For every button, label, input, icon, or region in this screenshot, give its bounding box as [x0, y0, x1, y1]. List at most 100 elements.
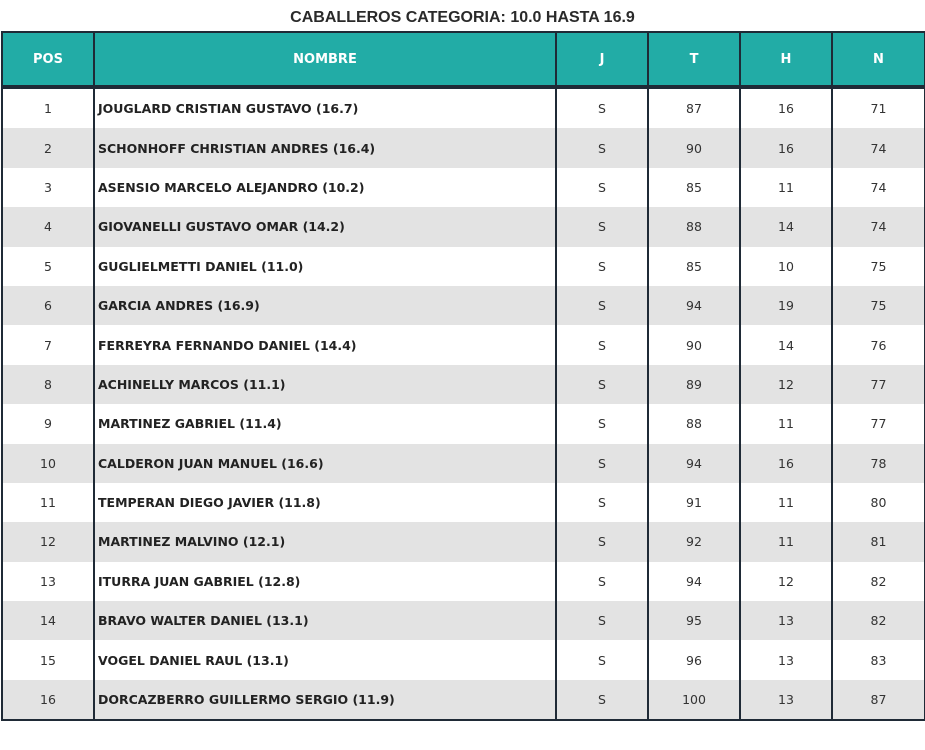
cell-j: S [555, 522, 649, 562]
cell-n: 87 [831, 679, 925, 722]
table-row: 1 JOUGLARD CRISTIAN GUSTAVO (16.7) S 87 16 71 [1, 87, 925, 129]
cell-n: 77 [831, 404, 925, 444]
cell-h: 16 [739, 87, 833, 129]
cell-h: 11 [739, 167, 833, 208]
cell-nombre: CALDERON JUAN MANUEL (16.6) [93, 443, 557, 483]
column-header-t: T [647, 31, 741, 89]
table-row: 12 MARTINEZ MALVINO (12.1) S 92 11 81 [1, 522, 925, 562]
cell-h: 14 [739, 207, 833, 247]
cell-n: 83 [831, 640, 925, 680]
table-header: POS NOMBRE J T H N [1, 31, 925, 89]
cell-n: 77 [831, 364, 925, 405]
cell-n: 76 [831, 325, 925, 365]
cell-pos: 3 [1, 167, 95, 208]
table-row: 10 CALDERON JUAN MANUEL (16.6) S 94 16 78 [1, 443, 925, 483]
cell-nombre: GIOVANELLI GUSTAVO OMAR (14.2) [93, 207, 557, 247]
cell-pos: 4 [1, 207, 95, 247]
cell-t: 96 [647, 640, 741, 680]
cell-j: S [555, 285, 649, 326]
cell-j: S [555, 601, 649, 641]
table-row: 16 DORCAZBERRO GUILLERMO SERGIO (11.9) S 10… [1, 679, 925, 722]
cell-nombre: ACHINELLY MARCOS (11.1) [93, 364, 557, 405]
table-row: 11 TEMPERAN DIEGO JAVIER (11.8) S 91 11 80 [1, 482, 925, 523]
cell-pos: 16 [1, 679, 95, 722]
cell-j: S [555, 364, 649, 405]
page-title: CABALLEROS CATEGORIA: 10.0 HASTA 16.9 [290, 9, 635, 26]
cell-t: 88 [647, 404, 741, 444]
cell-n: 75 [831, 285, 925, 326]
cell-t: 90 [647, 128, 741, 168]
cell-j: S [555, 679, 649, 722]
cell-j: S [555, 128, 649, 168]
cell-nombre: GARCIA ANDRES (16.9) [93, 285, 557, 326]
cell-n: 80 [831, 482, 925, 523]
cell-pos: 15 [1, 640, 95, 680]
cell-n: 82 [831, 561, 925, 602]
cell-h: 11 [739, 522, 833, 562]
cell-j: S [555, 482, 649, 523]
cell-nombre: BRAVO WALTER DANIEL (13.1) [93, 601, 557, 641]
cell-n: 74 [831, 128, 925, 168]
cell-pos: 10 [1, 443, 95, 483]
cell-nombre: ITURRA JUAN GABRIEL (12.8) [93, 561, 557, 602]
cell-nombre: MARTINEZ GABRIEL (11.4) [93, 404, 557, 444]
table-row: 13 ITURRA JUAN GABRIEL (12.8) S 94 12 82 [1, 561, 925, 602]
cell-h: 10 [739, 246, 833, 286]
cell-h: 11 [739, 482, 833, 523]
cell-t: 94 [647, 443, 741, 483]
column-header-pos: POS [1, 31, 95, 89]
cell-pos: 13 [1, 561, 95, 602]
cell-h: 16 [739, 443, 833, 483]
table-row: 6 GARCIA ANDRES (16.9) S 94 19 75 [1, 285, 925, 326]
cell-j: S [555, 167, 649, 208]
cell-n: 74 [831, 207, 925, 247]
cell-pos: 5 [1, 246, 95, 286]
cell-pos: 6 [1, 285, 95, 326]
column-header-nombre: NOMBRE [93, 31, 557, 89]
cell-h: 19 [739, 285, 833, 326]
cell-j: S [555, 246, 649, 286]
cell-j: S [555, 325, 649, 365]
cell-t: 85 [647, 167, 741, 208]
cell-n: 81 [831, 522, 925, 562]
cell-j: S [555, 87, 649, 129]
table-row: 3 ASENSIO MARCELO ALEJANDRO (10.2) S 85 11 74 [1, 167, 925, 208]
table-row: 4 GIOVANELLI GUSTAVO OMAR (14.2) S 88 14 74 [1, 207, 925, 247]
table-row: 14 BRAVO WALTER DANIEL (13.1) S 95 13 82 [1, 601, 925, 641]
cell-t: 87 [647, 87, 741, 129]
cell-nombre: FERREYRA FERNANDO DANIEL (14.4) [93, 325, 557, 365]
cell-t: 91 [647, 482, 741, 523]
results-table: POS NOMBRE J T H N 1 JOUGLARD CRISTIAN GUSTAVO… [1, 31, 925, 722]
cell-h: 13 [739, 640, 833, 680]
cell-nombre: JOUGLARD CRISTIAN GUSTAVO (16.7) [93, 87, 557, 129]
cell-nombre: ASENSIO MARCELO ALEJANDRO (10.2) [93, 167, 557, 208]
table-row: 7 FERREYRA FERNANDO DANIEL (14.4) S 90 14 76 [1, 325, 925, 365]
cell-n: 78 [831, 443, 925, 483]
cell-t: 92 [647, 522, 741, 562]
table-row: 15 VOGEL DANIEL RAUL (13.1) S 96 13 83 [1, 640, 925, 680]
cell-j: S [555, 443, 649, 483]
cell-n: 74 [831, 167, 925, 208]
cell-h: 11 [739, 404, 833, 444]
cell-j: S [555, 207, 649, 247]
cell-t: 89 [647, 364, 741, 405]
cell-t: 100 [647, 679, 741, 722]
cell-h: 13 [739, 679, 833, 722]
table-row: 2 SCHONHOFF CHRISTIAN ANDRES (16.4) S 90 16 7… [1, 128, 925, 168]
cell-t: 88 [647, 207, 741, 247]
cell-nombre: VOGEL DANIEL RAUL (13.1) [93, 640, 557, 680]
cell-pos: 1 [1, 87, 95, 129]
cell-t: 95 [647, 601, 741, 641]
column-header-h: H [739, 31, 833, 89]
cell-t: 94 [647, 561, 741, 602]
table-row: 8 ACHINELLY MARCOS (11.1) S 89 12 77 [1, 364, 925, 405]
cell-j: S [555, 640, 649, 680]
cell-nombre: SCHONHOFF CHRISTIAN ANDRES (16.4) [93, 128, 557, 168]
cell-n: 71 [831, 87, 925, 129]
cell-h: 12 [739, 364, 833, 405]
cell-j: S [555, 561, 649, 602]
cell-nombre: GUGLIELMETTI DANIEL (11.0) [93, 246, 557, 286]
cell-h: 12 [739, 561, 833, 602]
cell-h: 14 [739, 325, 833, 365]
cell-pos: 9 [1, 404, 95, 444]
